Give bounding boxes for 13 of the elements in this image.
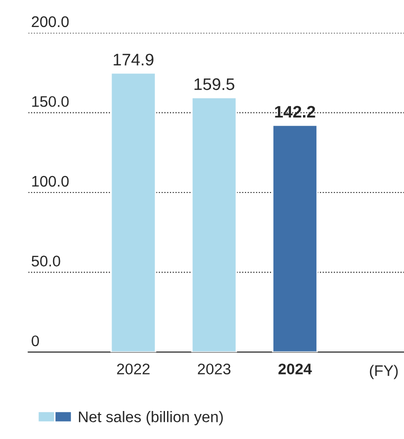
data-label: 159.5 — [194, 78, 234, 90]
y-tick-label: 200.0 — [32, 16, 69, 28]
data-label: 142.2 — [275, 106, 316, 118]
y-tick-label: 150.0 — [32, 96, 69, 107]
legend-label: Net sales (billion yen) — [78, 411, 223, 426]
data-label: 174.9 — [114, 54, 154, 66]
x-tick-label: 2022 — [117, 364, 150, 374]
text: (FY) — [370, 364, 398, 380]
x-tick-label: 2024 — [278, 364, 312, 374]
y-tick-label: 50.0 — [32, 256, 60, 266]
y-tick-label: 100.0 — [32, 176, 69, 187]
x-tick-label: 2023 — [198, 364, 230, 374]
y-tick-label: 0 — [32, 335, 39, 346]
